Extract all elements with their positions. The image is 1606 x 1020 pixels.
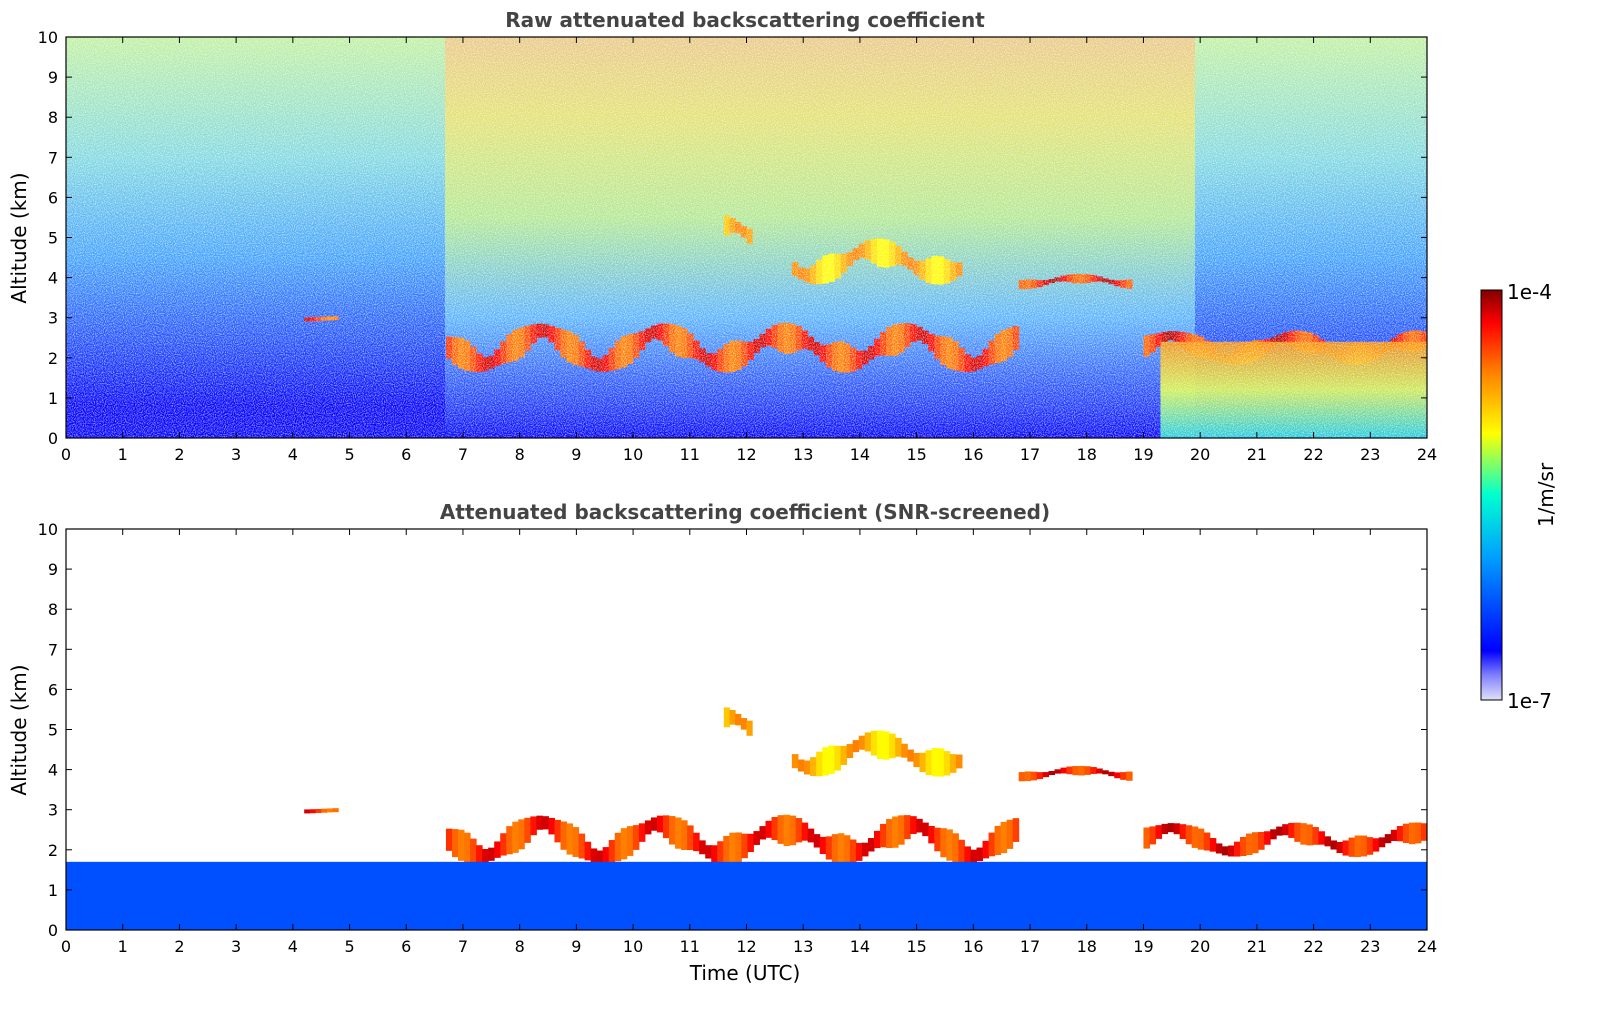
screened-xtick-label: 24 — [1417, 937, 1437, 956]
screened-xtick-label: 9 — [571, 937, 581, 956]
raw-title: Raw attenuated backscattering coefficien… — [505, 8, 985, 32]
raw-xtick-label: 8 — [515, 445, 525, 464]
screened-xtick-label: 2 — [174, 937, 184, 956]
screened-ytick-label: 2 — [48, 841, 58, 860]
raw-xtick-label: 0 — [61, 445, 71, 464]
screened-xtick-label: 17 — [1020, 937, 1040, 956]
screened-cloud-layer-1 — [1018, 765, 1133, 782]
screened-ytick-label: 3 — [48, 801, 58, 820]
screened-xtick-label: 18 — [1077, 937, 1097, 956]
screened-ytick-label: 9 — [48, 560, 58, 579]
screened-title: Attenuated backscattering coefficient (S… — [440, 500, 1050, 524]
raw-ticks: 0 1 2 3 4 5 6 7 8 9 10 11 12 13 14 15 16 17 18 19 20 21 22 23 24… — [38, 28, 1438, 464]
screened-ytick-label: 1 — [48, 881, 58, 900]
colorbar-units-label: 1/m/sr — [1534, 462, 1558, 527]
raw-xtick-label: 7 — [458, 445, 468, 464]
screened-ytick-label: 7 — [48, 640, 58, 659]
raw-xtick-label: 20 — [1190, 445, 1210, 464]
screened-xtick-label: 5 — [344, 937, 354, 956]
raw-xtick-label: 24 — [1417, 445, 1437, 464]
screened-ytick-label: 10 — [38, 520, 58, 539]
screened-boundary-layer-6 — [66, 861, 1427, 930]
panel-screened: Attenuated backscattering coefficient (S… — [7, 500, 1437, 985]
screened-cloud-layer-3 — [723, 707, 753, 736]
raw-noise — [66, 37, 1427, 438]
screened-xtick-label: 23 — [1360, 937, 1380, 956]
raw-ytick-label: 1 — [48, 389, 58, 408]
raw-xtick-label: 10 — [623, 445, 643, 464]
raw-xtick-label: 15 — [906, 445, 926, 464]
screened-xtick-label: 4 — [288, 937, 298, 956]
screened-xtick-label: 14 — [850, 937, 870, 956]
colorbar-min-label: 1e-7 — [1507, 689, 1552, 713]
screened-cloud-layer-4 — [791, 730, 963, 777]
raw-ytick-label: 3 — [48, 309, 58, 328]
screened-ytick-label: 5 — [48, 721, 58, 740]
screened-xtick-label: 22 — [1303, 937, 1323, 956]
raw-xtick-label: 16 — [963, 445, 983, 464]
screened-xtick-label: 1 — [118, 937, 128, 956]
screened-xtick-label: 15 — [906, 937, 926, 956]
screened-xtick-label: 13 — [793, 937, 813, 956]
raw-xtick-label: 2 — [174, 445, 184, 464]
colorbar: 1e-4 1e-7 1/m/sr — [1480, 280, 1558, 713]
screened-xtick-label: 11 — [680, 937, 700, 956]
raw-xtick-label: 5 — [344, 445, 354, 464]
screened-ytick-label: 8 — [48, 600, 58, 619]
raw-xtick-label: 3 — [231, 445, 241, 464]
raw-xtick-label: 23 — [1360, 445, 1380, 464]
raw-xtick-label: 1 — [118, 445, 128, 464]
raw-xtick-label: 4 — [288, 445, 298, 464]
screened-xtick-label: 10 — [623, 937, 643, 956]
screened-ytick-label: 0 — [48, 921, 58, 940]
screened-xtick-label: 6 — [401, 937, 411, 956]
screened-xtick-label: 20 — [1190, 937, 1210, 956]
raw-xtick-label: 21 — [1247, 445, 1267, 464]
colorbar-gradient — [1480, 289, 1503, 701]
screened-xtick-label: 12 — [736, 937, 756, 956]
screened-ytick-label: 6 — [48, 680, 58, 699]
screened-xtick-label: 8 — [515, 937, 525, 956]
heatmap-screened — [66, 529, 1427, 930]
raw-ylabel: Altitude (km) — [7, 172, 31, 303]
raw-xtick-label: 17 — [1020, 445, 1040, 464]
raw-xtick-label: 22 — [1303, 445, 1323, 464]
raw-ytick-label: 6 — [48, 188, 58, 207]
raw-xtick-label: 6 — [401, 445, 411, 464]
screened-xlabel: Time (UTC) — [689, 961, 801, 985]
screened-cloud-layer-0 — [445, 814, 1020, 865]
screened-xtick-label: 19 — [1133, 937, 1153, 956]
screened-ticks: 0 1 2 3 4 5 6 7 8 9 10 11 12 13 14 15 16 17 18 19 20 21 22 23 24… — [38, 520, 1438, 956]
screened-ytick-label: 4 — [48, 761, 58, 780]
raw-ytick-label: 4 — [48, 269, 58, 288]
raw-ytick-label: 5 — [48, 229, 58, 248]
screened-xtick-label: 7 — [458, 937, 468, 956]
screened-xtick-label: 0 — [61, 937, 71, 956]
raw-xtick-label: 18 — [1077, 445, 1097, 464]
raw-xtick-label: 11 — [680, 445, 700, 464]
screened-ylabel: Altitude (km) — [7, 664, 31, 795]
raw-xtick-label: 14 — [850, 445, 870, 464]
screened-features — [66, 707, 1427, 930]
colorbar-max-label: 1e-4 — [1507, 280, 1552, 304]
raw-ytick-label: 2 — [48, 349, 58, 368]
screened-xtick-label: 21 — [1247, 937, 1267, 956]
screened-cloud-layer-5 — [304, 808, 339, 814]
screened-cloud-layer-2 — [1143, 822, 1427, 858]
raw-ytick-label: 9 — [48, 68, 58, 87]
raw-xtick-label: 12 — [736, 445, 756, 464]
screened-xtick-label: 3 — [231, 937, 241, 956]
raw-ytick-label: 7 — [48, 148, 58, 167]
screened-xtick-label: 16 — [963, 937, 983, 956]
raw-ytick-label: 10 — [38, 28, 58, 47]
raw-xtick-label: 13 — [793, 445, 813, 464]
raw-ytick-label: 0 — [48, 429, 58, 448]
raw-xtick-label: 19 — [1133, 445, 1153, 464]
raw-xtick-label: 9 — [571, 445, 581, 464]
raw-ytick-label: 8 — [48, 108, 58, 127]
heatmap-raw — [66, 37, 1427, 438]
panel-raw: Raw attenuated backscattering coefficien… — [7, 8, 1437, 464]
